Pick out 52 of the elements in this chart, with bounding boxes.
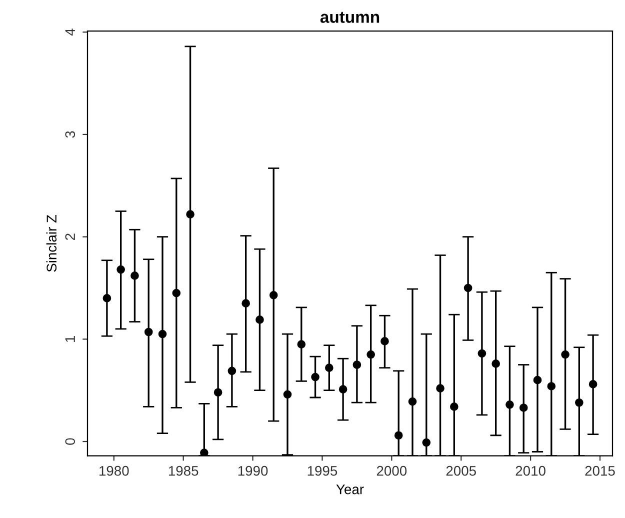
point [394, 431, 403, 440]
point [338, 385, 348, 394]
x-tick-label: 1985 [168, 466, 198, 476]
point [450, 402, 458, 411]
point [575, 398, 584, 407]
y-tick-label: 0 [65, 438, 76, 445]
point [519, 404, 528, 412]
point [352, 360, 362, 369]
point [380, 337, 389, 346]
point [130, 272, 139, 280]
point [547, 382, 556, 390]
y-tick-label: 2 [65, 234, 75, 240]
x-tick-label: 1995 [308, 466, 338, 476]
point [325, 364, 334, 372]
chart-title: autumn [320, 12, 380, 23]
y-tick-label: 4 [65, 28, 75, 36]
point [144, 328, 153, 336]
point [242, 299, 250, 308]
point [311, 372, 320, 382]
point [158, 330, 167, 338]
y-axis-title: Sinclair Z [46, 214, 57, 272]
point [200, 448, 208, 456]
point [186, 210, 194, 218]
x-tick-label: 2005 [446, 466, 476, 476]
point [366, 350, 375, 359]
point [102, 294, 112, 302]
y-tick-label: 3 [65, 131, 76, 138]
x-tick-label: 1980 [100, 466, 129, 476]
point [256, 316, 264, 324]
y-tick-label: 1 [65, 336, 75, 342]
point [283, 390, 292, 399]
x-tick-label: 2000 [376, 466, 407, 476]
point [436, 384, 444, 392]
point [464, 284, 472, 292]
point [172, 288, 181, 298]
point [506, 400, 514, 409]
point [214, 388, 222, 397]
point [408, 397, 417, 406]
point [492, 360, 500, 368]
point [478, 349, 486, 358]
x-tick-label: 2010 [516, 466, 546, 476]
x-axis-title: Year [336, 484, 364, 494]
point [533, 376, 542, 384]
point [269, 290, 278, 300]
point [116, 265, 125, 274]
point [297, 340, 306, 348]
point [561, 350, 570, 359]
point [422, 438, 431, 447]
x-tick-label: 1990 [238, 466, 268, 476]
point [588, 380, 598, 388]
x-tick-label: 2015 [585, 466, 615, 476]
point [228, 366, 236, 376]
